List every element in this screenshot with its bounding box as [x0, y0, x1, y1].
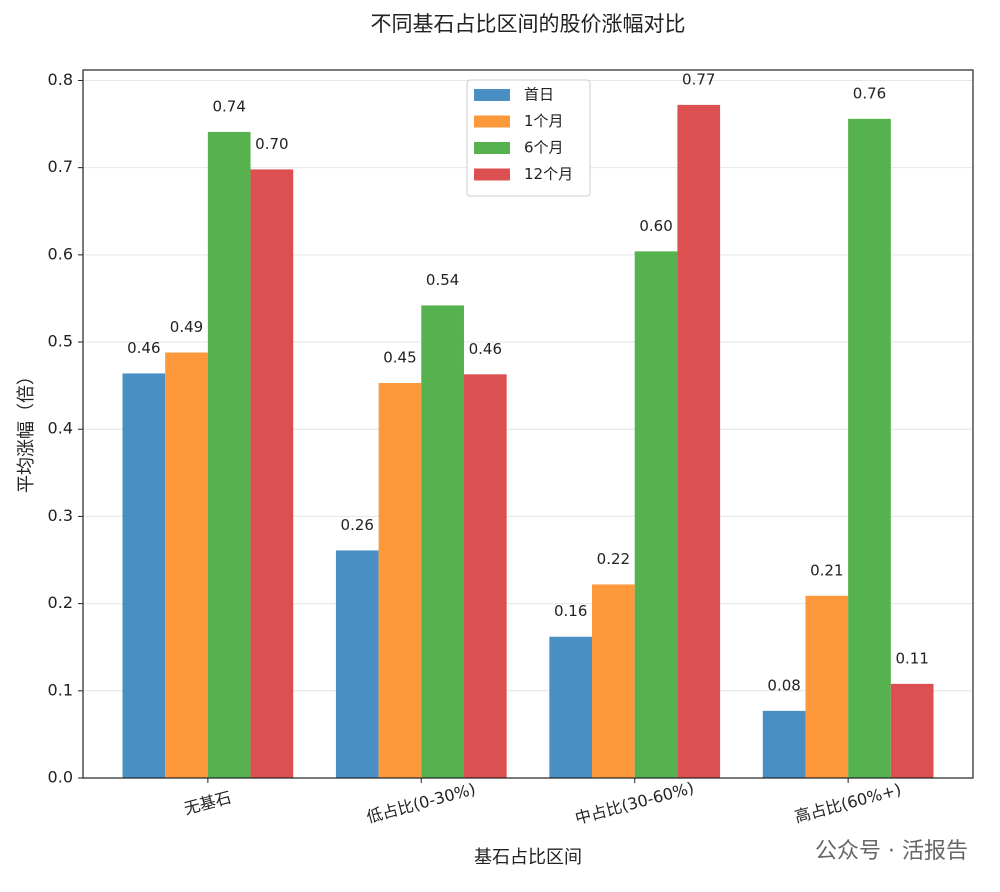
bar	[122, 373, 166, 778]
value-label: 0.49	[170, 318, 203, 336]
y-tick-label: 0.5	[48, 332, 73, 351]
legend-label: 12个月	[524, 165, 573, 183]
value-label: 0.77	[682, 70, 715, 88]
legend-swatch	[474, 142, 510, 154]
value-label: 0.74	[212, 97, 245, 115]
legend-label: 首日	[524, 86, 554, 104]
value-label: 0.16	[554, 602, 587, 620]
legend-swatch	[474, 115, 510, 128]
bar	[378, 383, 422, 778]
x-tick-label: 高占比(60%+)	[793, 780, 904, 827]
legend-label: 6个月	[524, 139, 564, 157]
value-label: 0.70	[255, 135, 288, 153]
legend-swatch	[474, 168, 510, 181]
legend-label: 1个月	[524, 112, 564, 130]
y-tick-label: 0.3	[48, 506, 73, 525]
y-tick-label: 0.7	[48, 157, 73, 176]
bar	[549, 636, 593, 778]
y-tick-label: 0.8	[48, 70, 73, 89]
bar	[634, 251, 678, 778]
bar	[207, 131, 251, 779]
legend-swatch	[474, 89, 510, 101]
chart-title: 不同基石占比区间的股价涨幅对比	[371, 12, 686, 36]
bar	[421, 305, 464, 778]
value-label: 0.45	[383, 349, 416, 367]
value-label: 0.46	[127, 339, 160, 357]
bar	[463, 374, 507, 778]
bar	[592, 584, 635, 778]
value-label: 0.54	[426, 271, 459, 289]
legend-box	[466, 79, 591, 197]
bar	[805, 595, 849, 778]
value-label: 0.08	[767, 676, 800, 694]
x-tick-label: 中占比(30-60%)	[573, 778, 696, 828]
bar	[335, 550, 379, 778]
y-tick-label: 0.1	[48, 680, 73, 699]
plot-frame	[82, 69, 974, 779]
bar	[165, 352, 208, 778]
value-label: 0.76	[853, 84, 886, 102]
bar	[762, 710, 806, 778]
y-axis-label: 平均涨幅（倍）	[16, 367, 37, 493]
bar	[677, 104, 721, 779]
x-axis-label: 基石占比区间	[474, 847, 582, 868]
x-tick-label: 低占比(0-30%)	[364, 779, 477, 826]
value-label: 0.46	[469, 340, 502, 358]
bar	[848, 118, 891, 779]
bar	[890, 683, 934, 778]
value-label: 0.26	[341, 516, 374, 534]
value-label: 0.21	[810, 561, 843, 579]
value-label: 0.22	[597, 550, 630, 568]
value-label: 0.11	[895, 649, 928, 667]
y-tick-label: 0.4	[48, 419, 73, 438]
x-tick-label: 无基石	[182, 788, 233, 819]
y-tick-label: 0.6	[48, 244, 73, 263]
value-label: 0.60	[639, 217, 672, 235]
bar	[250, 169, 294, 778]
y-tick-label: 0.2	[48, 593, 73, 612]
y-tick-label: 0.0	[48, 768, 73, 787]
watermark: 公众号 · 活报告	[815, 839, 968, 864]
